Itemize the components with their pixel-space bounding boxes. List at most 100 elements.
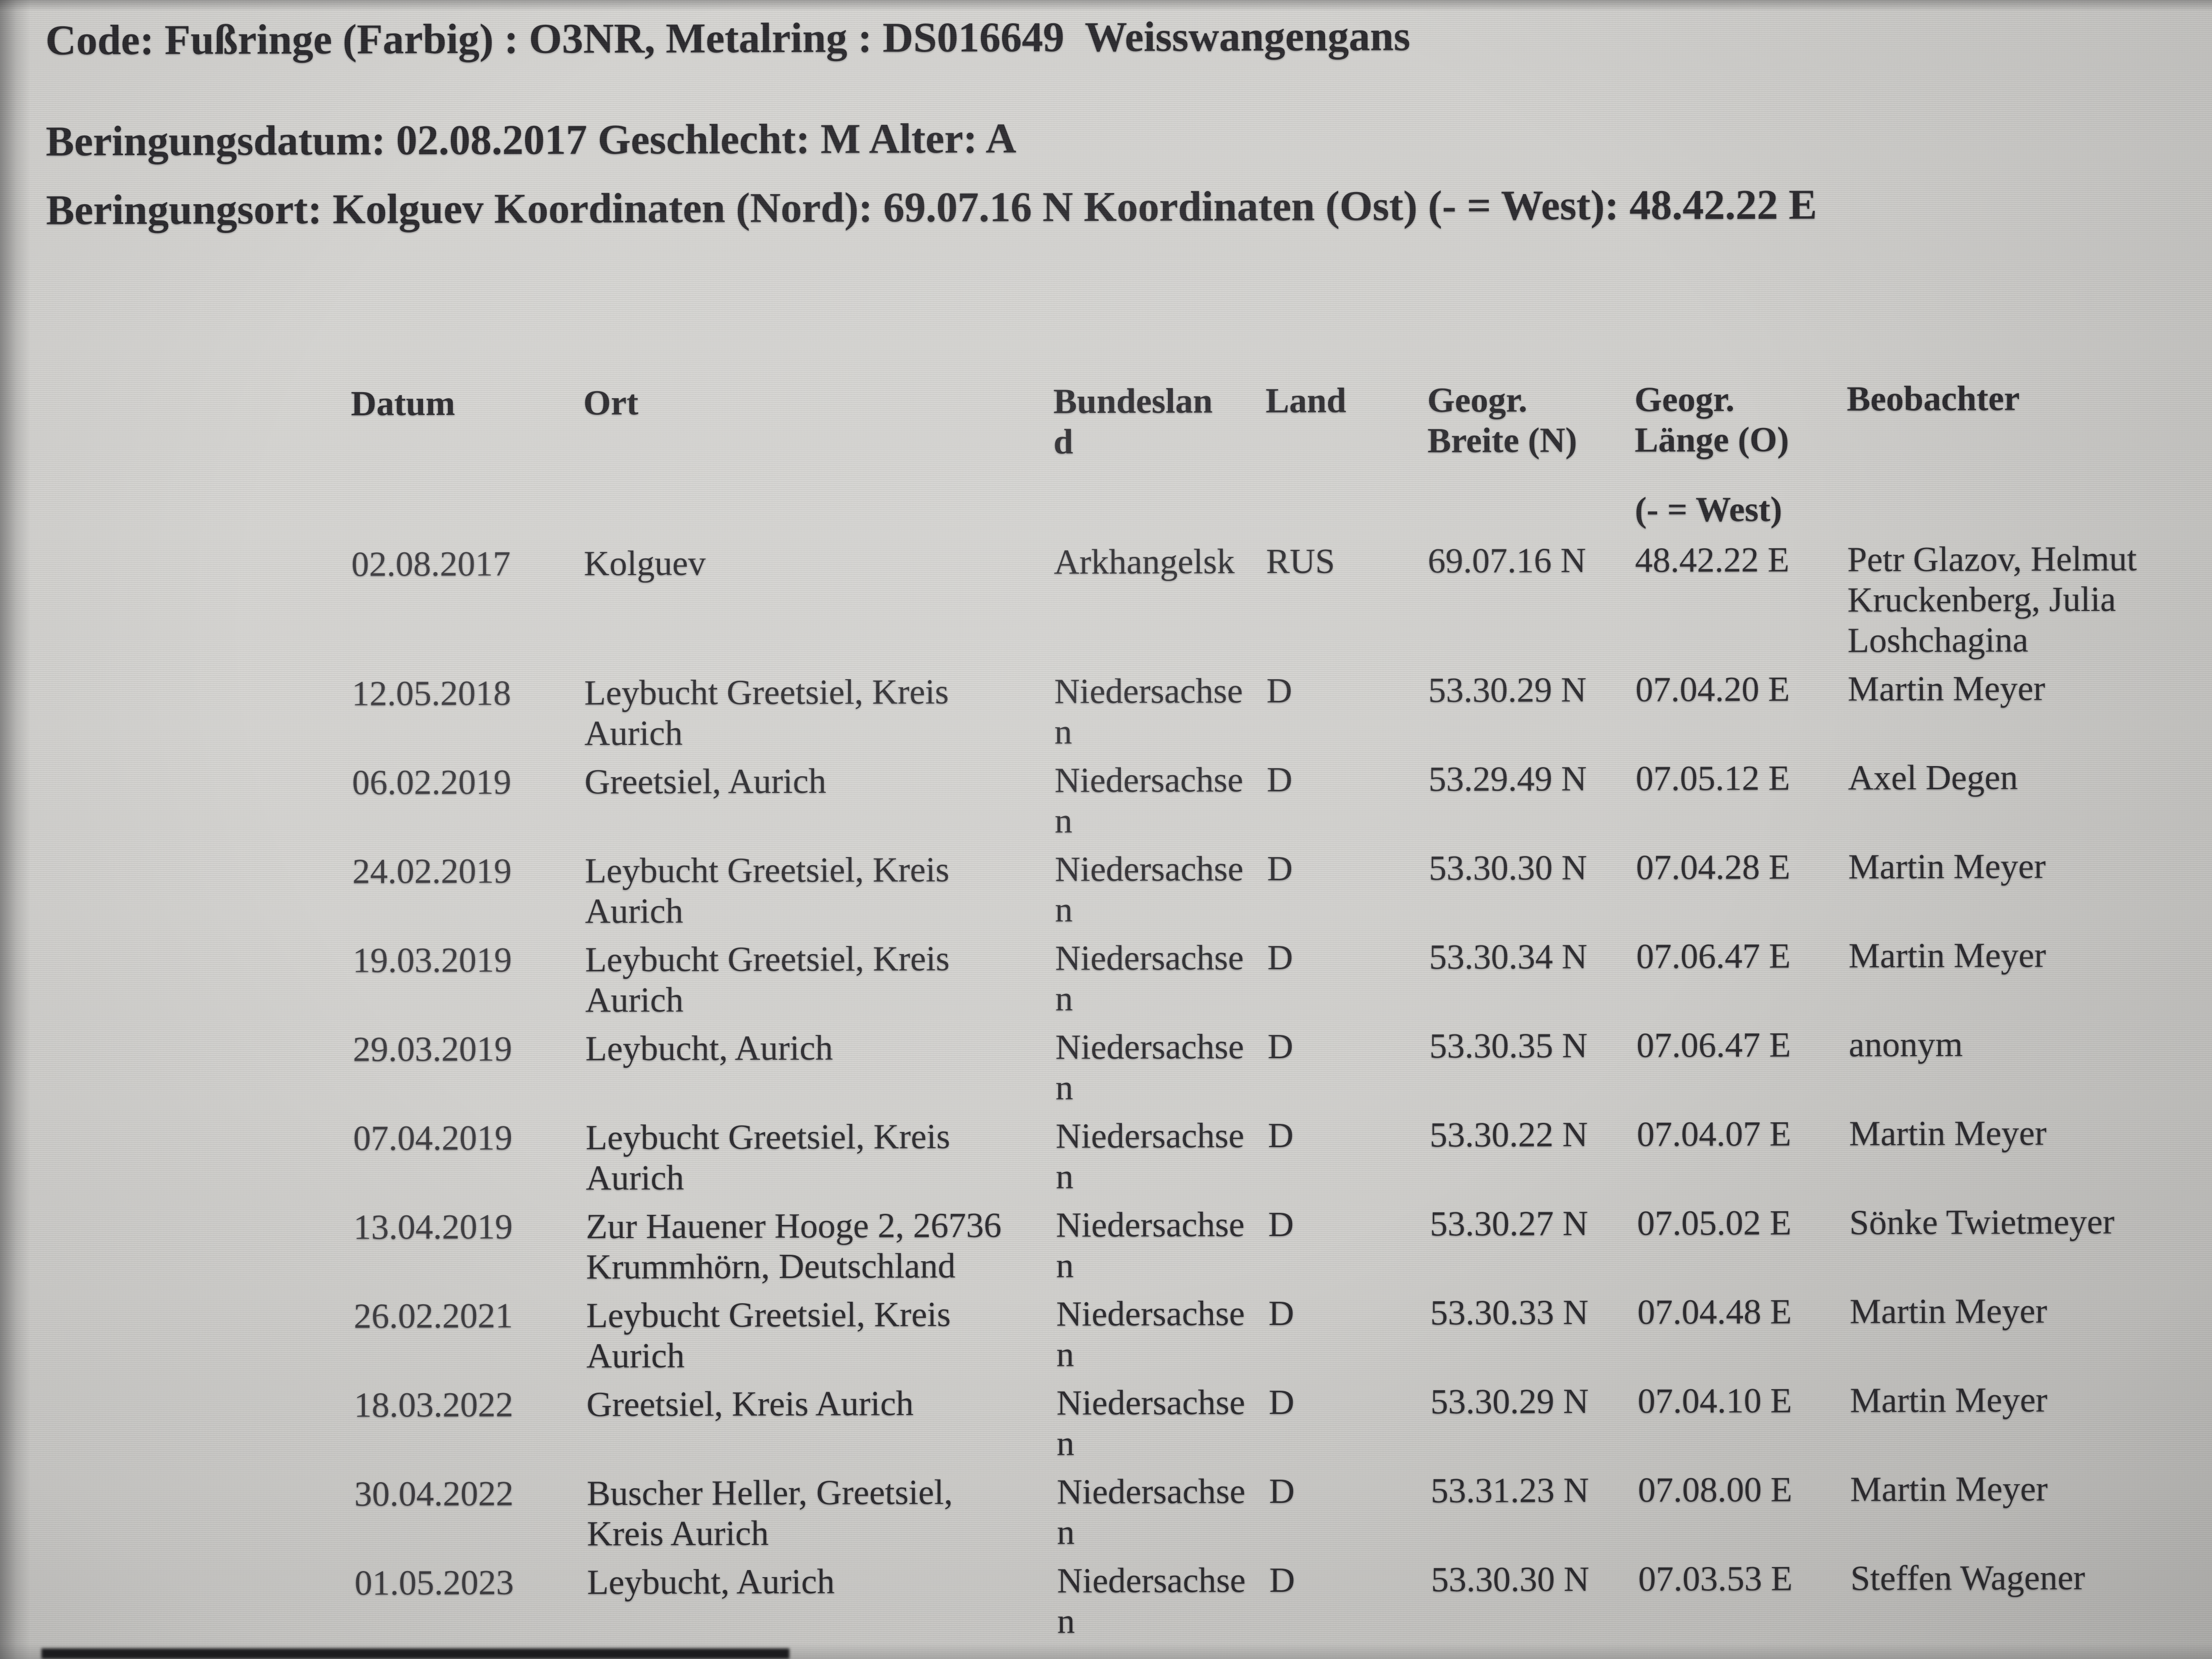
cell-bundesland-text: Niedersachsen bbox=[1056, 1383, 1245, 1463]
cell-breite: 53.29.49 N bbox=[1429, 759, 1636, 848]
cell-laenge: 07.04.20 E bbox=[1635, 669, 1848, 759]
cell-datum-text: 29.03.2019 bbox=[353, 1029, 512, 1069]
cell-datum-text: 19.03.2019 bbox=[352, 940, 512, 980]
cell-laenge: 07.06.47 E bbox=[1636, 1025, 1849, 1114]
cell-breite: 69.07.16 N bbox=[1428, 540, 1635, 670]
cell-laenge-text: 07.04.48 E bbox=[1637, 1292, 1792, 1332]
cell-datum: 06.02.2019 bbox=[352, 762, 585, 851]
column-header-label: Geogr. Länge (O) bbox=[1634, 380, 1789, 460]
cell-datum: 07.04.2019 bbox=[353, 1118, 586, 1207]
cell-breite: 53.30.35 N bbox=[1429, 1025, 1637, 1115]
cell-laenge-text: 07.04.20 E bbox=[1635, 670, 1790, 709]
cell-ort: Leybucht Greetsiel, Kreis Aurich bbox=[586, 1116, 1056, 1207]
cell-ort-text: Zur Hauener Hooge 2, 26736 Krummhörn, De… bbox=[586, 1206, 1002, 1287]
cell-ort-text: Leybucht Greetsiel, Kreis Aurich bbox=[585, 850, 950, 931]
cell-beobachter-text: Axel Degen bbox=[1848, 757, 2018, 797]
cell-breite: 53.31.23 N bbox=[1431, 1470, 1638, 1559]
cell-datum-text: 24.02.2019 bbox=[352, 851, 512, 891]
cell-datum: 19.03.2019 bbox=[353, 940, 586, 1029]
cell-bundesland: Niedersachsen bbox=[1054, 671, 1267, 761]
cell-breite: 53.30.33 N bbox=[1430, 1292, 1638, 1382]
cell-beobachter: Steffen Wagener bbox=[1851, 1557, 2185, 1647]
table-row: 29.03.2019 Leybucht, Aurich Niedersachsen D… bbox=[353, 1024, 2183, 1118]
cell-ort: Leybucht Greetsiel, Kreis Aurich bbox=[586, 1294, 1057, 1385]
cell-land: D bbox=[1268, 1382, 1431, 1472]
cell-ort: Buscher Heller, Greetsiel, Kreis Aurich bbox=[587, 1472, 1057, 1562]
cell-laenge-text: 07.06.47 E bbox=[1636, 936, 1791, 976]
cell-ort-text: Greetsiel, Kreis Aurich bbox=[586, 1384, 914, 1424]
cell-land: RUS bbox=[1266, 541, 1428, 671]
cell-land: D bbox=[1267, 848, 1429, 938]
cell-bundesland-text: Niedersachsen bbox=[1056, 1294, 1245, 1374]
cell-land-text: D bbox=[1269, 1560, 1295, 1600]
cell-datum: 12.05.2018 bbox=[352, 673, 585, 763]
cell-beobachter: Axel Degen bbox=[1848, 757, 2182, 847]
cell-breite-text: 53.30.29 N bbox=[1430, 1382, 1589, 1421]
cell-laenge: 07.08.00 E bbox=[1638, 1470, 1851, 1559]
cell-beobachter-text: Martin Meyer bbox=[1849, 1113, 2047, 1153]
cell-datum: 26.02.2021 bbox=[354, 1296, 587, 1385]
cell-breite: 53.30.29 N bbox=[1430, 1381, 1638, 1471]
cell-land: D bbox=[1267, 1026, 1430, 1116]
cell-beobachter: Martin Meyer bbox=[1848, 668, 2182, 758]
cell-datum-text: 12.05.2018 bbox=[352, 674, 511, 714]
cell-beobachter-text: Martin Meyer bbox=[1848, 935, 2046, 975]
cell-land: D bbox=[1267, 937, 1430, 1027]
cell-breite-text: 53.29.49 N bbox=[1428, 759, 1587, 799]
cell-laenge: 48.42.22 E bbox=[1635, 540, 1848, 670]
sightings-table: Datum Ort Bundesland Land Geogr. Breite … bbox=[351, 378, 2184, 1652]
cell-bundesland: Niedersachsen bbox=[1055, 1027, 1268, 1116]
ringing-place-line: Beringungsort: Kolguev Koordinaten (Nord… bbox=[45, 181, 1817, 234]
cell-beobachter: Martin Meyer bbox=[1850, 1468, 2184, 1558]
cell-ort-text: Leybucht Greetsiel, Kreis Aurich bbox=[584, 672, 949, 753]
cell-land-text: D bbox=[1268, 1205, 1294, 1244]
table-row: 06.02.2019 Greetsiel, Aurich Niedersachsen… bbox=[352, 757, 2182, 851]
cell-laenge-text: 07.04.10 E bbox=[1637, 1381, 1792, 1421]
column-header-west-note: (- = West) bbox=[1634, 490, 1782, 530]
cell-bundesland-text: Niedersachsen bbox=[1055, 1116, 1245, 1196]
cell-laenge: 07.06.47 E bbox=[1636, 936, 1849, 1025]
cell-beobachter: Martin Meyer bbox=[1850, 1291, 2184, 1381]
cell-ort-text: Leybucht Greetsiel, Kreis Aurich bbox=[585, 1117, 951, 1198]
cell-laenge: 07.05.12 E bbox=[1636, 758, 1849, 847]
column-header-beobachter: Beobachter bbox=[1847, 378, 2181, 540]
cell-breite-text: 53.30.30 N bbox=[1429, 848, 1587, 888]
cell-land-text: D bbox=[1267, 938, 1293, 977]
cell-laenge-text: 07.03.53 E bbox=[1638, 1559, 1793, 1599]
cell-beobachter-text: Martin Meyer bbox=[1850, 1469, 2048, 1509]
cell-laenge: 07.04.10 E bbox=[1637, 1381, 1850, 1470]
cell-breite-text: 53.30.34 N bbox=[1429, 937, 1587, 977]
column-header-ort: Ort bbox=[583, 382, 1054, 544]
cell-breite-text: 53.30.27 N bbox=[1430, 1204, 1588, 1244]
cell-land-text: D bbox=[1266, 760, 1293, 799]
cell-beobachter: Martin Meyer bbox=[1849, 1113, 2183, 1203]
cell-bundesland: Niedersachsen bbox=[1056, 1294, 1269, 1383]
cell-land-text: RUS bbox=[1266, 542, 1335, 581]
cell-ort-text: Leybucht, Aurich bbox=[587, 1562, 835, 1602]
cell-bundesland: Arkhangelsk bbox=[1054, 542, 1266, 672]
cell-beobachter-text: Martin Meyer bbox=[1850, 1380, 2048, 1420]
column-header-label: Datum bbox=[351, 384, 455, 423]
cell-laenge: 07.03.53 E bbox=[1638, 1558, 1851, 1648]
table-row: 18.03.2022 Greetsiel, Kreis Aurich Nieders… bbox=[354, 1380, 2184, 1474]
cell-breite-text: 53.30.22 N bbox=[1429, 1115, 1588, 1155]
cell-bundesland-text: Niedersachsen bbox=[1055, 938, 1244, 1018]
cell-breite: 53.30.27 N bbox=[1430, 1203, 1637, 1293]
cell-land: D bbox=[1269, 1471, 1431, 1560]
cell-laenge-text: 07.08.00 E bbox=[1637, 1470, 1793, 1510]
cell-land-text: D bbox=[1267, 1116, 1294, 1155]
cell-bundesland-text: Niedersachsen bbox=[1054, 671, 1243, 751]
cell-laenge-text: 07.05.12 E bbox=[1635, 759, 1791, 798]
column-header-label: Geogr. Breite (N) bbox=[1427, 380, 1577, 460]
cell-ort-text: Leybucht, Aurich bbox=[585, 1028, 833, 1068]
cell-bundesland: Niedersachsen bbox=[1057, 1560, 1270, 1650]
column-header-land: Land bbox=[1265, 381, 1428, 542]
column-header-label: Beobachter bbox=[1847, 378, 2020, 418]
cell-beobachter: Martin Meyer bbox=[1849, 935, 2183, 1025]
cell-ort: Leybucht Greetsiel, Kreis Aurich bbox=[585, 849, 1055, 940]
cell-beobachter: Sönke Twietmeyer bbox=[1849, 1202, 2183, 1292]
cell-beobachter-text: anonym bbox=[1849, 1025, 1963, 1064]
cell-beobachter: Petr Glazov, Helmut Kruckenberg, Julia L… bbox=[1847, 539, 2181, 669]
